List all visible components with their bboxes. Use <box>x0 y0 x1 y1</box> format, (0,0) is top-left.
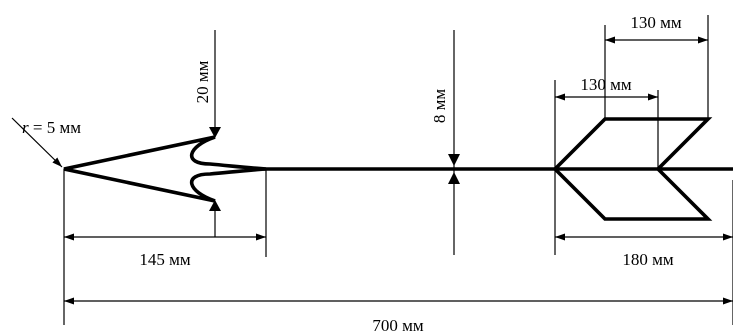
arrow-body <box>63 117 733 221</box>
total-length-label: 700 мм <box>372 316 424 335</box>
tip-height-label: 20 мм <box>193 60 212 103</box>
dimension-lines <box>11 36 733 305</box>
tip-length-label: 145 мм <box>139 250 191 269</box>
fletching-lower <box>553 167 713 221</box>
fletching-upper <box>553 117 713 171</box>
feather-length-label: 180 мм <box>622 250 674 269</box>
radius-label: r = 5 мм <box>22 118 81 137</box>
radius-leader <box>11 117 63 168</box>
arrowhead-outline <box>63 135 267 203</box>
extension-lines <box>63 15 733 325</box>
dim-arrowheads-shaft-thickness <box>448 154 460 184</box>
dim-arrowheads-tip-height <box>209 127 221 211</box>
feather-inner-label: 130 мм <box>580 75 632 94</box>
feather-outer-label: 130 мм <box>630 13 682 32</box>
shaft-thickness-label: 8 мм <box>430 89 449 124</box>
